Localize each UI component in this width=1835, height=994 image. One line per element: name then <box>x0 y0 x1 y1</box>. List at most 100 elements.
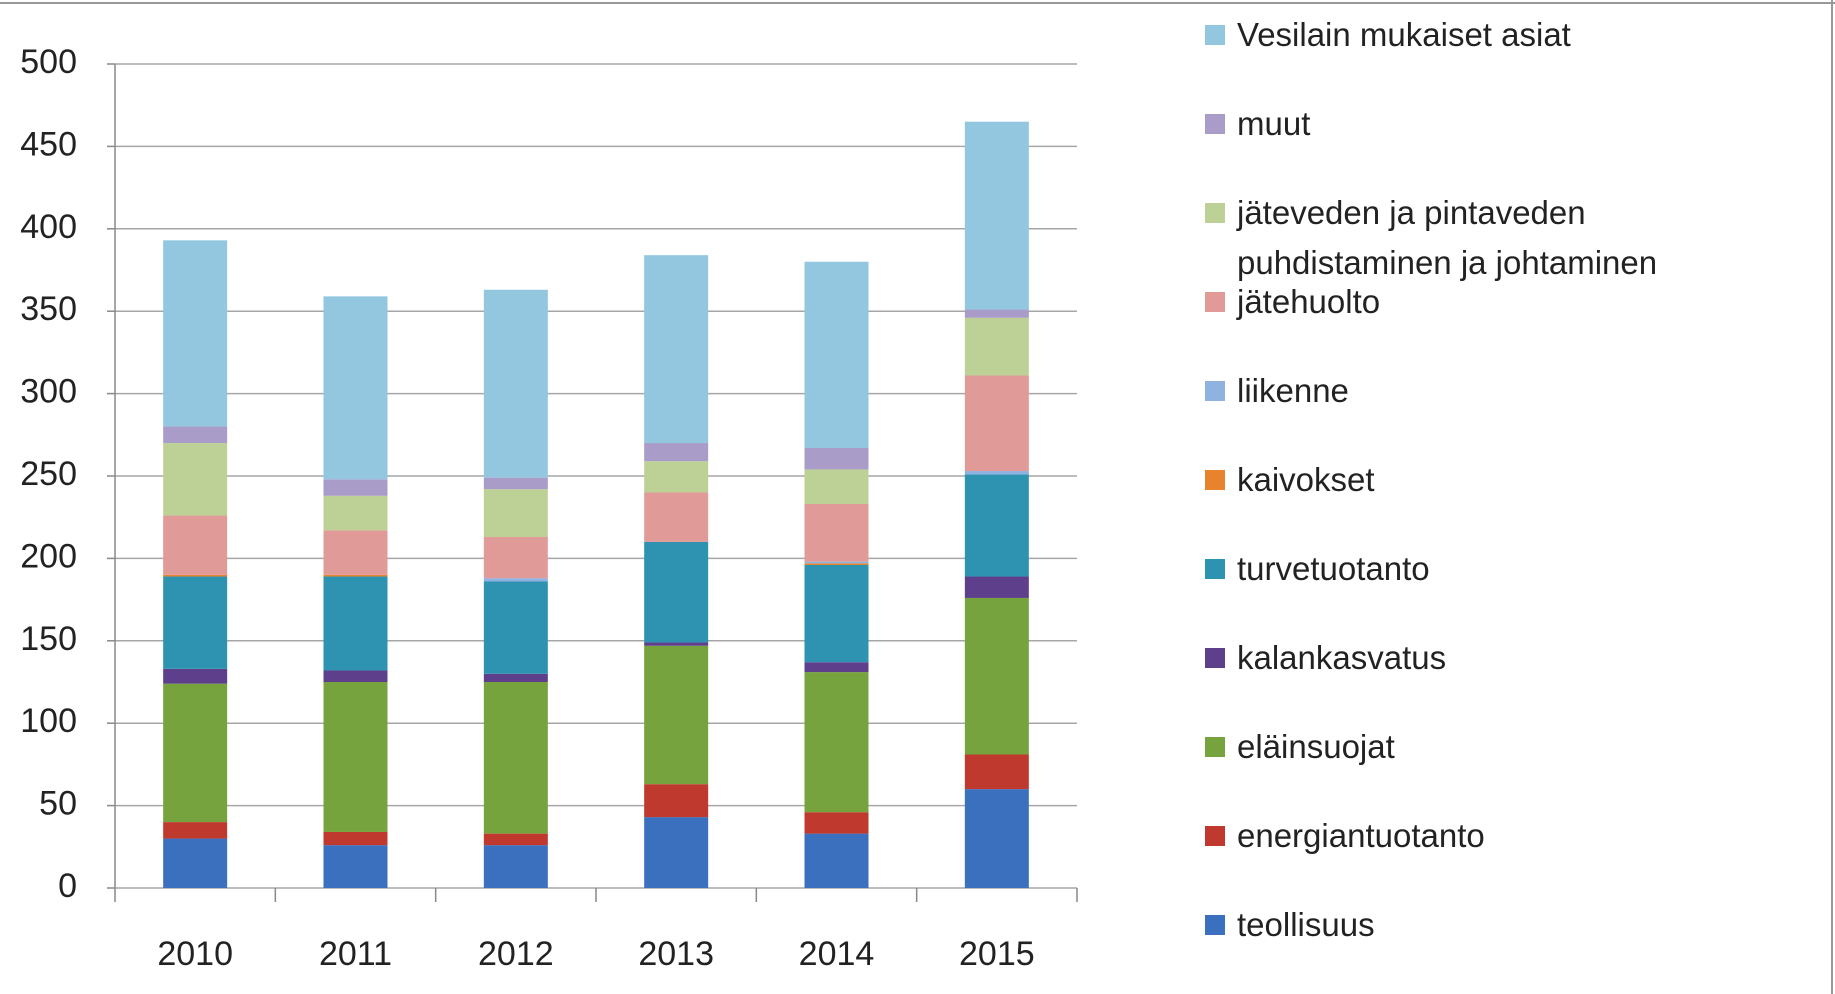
bar-segment <box>964 121 1029 310</box>
bar-segment <box>483 578 548 582</box>
bar-segment <box>964 576 1029 598</box>
y-tick-label: 200 <box>20 537 77 575</box>
legend-entry: energiantuotanto <box>1205 811 1745 861</box>
bar-segment <box>964 471 1029 475</box>
legend-entry: eläinsuojat <box>1205 722 1745 772</box>
legend-swatch <box>1205 292 1225 312</box>
bar-segment <box>323 682 388 832</box>
bar-segment <box>804 504 869 562</box>
bar-segment <box>644 541 709 643</box>
bar-segment <box>483 489 548 537</box>
legend-label: eläinsuojat <box>1237 728 1395 765</box>
x-tick-label: 2011 <box>319 935 392 973</box>
bar-segment <box>804 447 869 470</box>
bar-segment <box>163 576 228 669</box>
bar-segment <box>804 563 869 565</box>
bar-segment <box>483 833 548 846</box>
legend-entry: jätehuolto <box>1205 277 1745 327</box>
bar-segment <box>483 536 548 579</box>
bar-segment <box>483 477 548 490</box>
bar-segment <box>804 564 869 663</box>
y-tick-label: 250 <box>20 455 77 493</box>
y-tick-label: 100 <box>20 702 77 740</box>
y-tick-label: 0 <box>58 867 77 905</box>
bar-segment <box>644 461 709 493</box>
bar-segment <box>804 261 869 448</box>
bar-segment <box>804 812 869 834</box>
x-tick-label: 2012 <box>478 935 554 973</box>
legend-swatch <box>1205 826 1225 846</box>
bar-segment <box>644 492 709 542</box>
bar-segment <box>483 682 548 834</box>
bar-segment <box>323 831 388 846</box>
bar-segment <box>163 515 228 575</box>
legend-label: liikenne <box>1237 372 1349 409</box>
bar-segment <box>163 443 228 516</box>
bar-segment <box>163 426 228 444</box>
bar-segment <box>323 576 388 671</box>
y-tick-label: 150 <box>20 620 77 658</box>
bar-segment <box>323 845 388 888</box>
bar-segment <box>644 784 709 818</box>
legend-label: turvetuotanto <box>1237 550 1430 587</box>
legend-swatch <box>1205 381 1225 401</box>
bar-segment <box>964 309 1029 318</box>
bar-segment <box>163 240 228 427</box>
legend-entry: kaivokset <box>1205 455 1745 505</box>
legend-entry: turvetuotanto <box>1205 544 1745 594</box>
x-tick-label: 2015 <box>959 935 1035 973</box>
y-tick-label: 350 <box>20 290 77 328</box>
legend-swatch <box>1205 114 1225 134</box>
legend-label: energiantuotanto <box>1237 817 1485 854</box>
bar-segment <box>964 789 1029 888</box>
y-tick-label: 450 <box>20 125 77 163</box>
bar-segment <box>804 672 869 813</box>
bar-segment <box>804 833 869 888</box>
bar-segment <box>804 662 869 673</box>
bar-segment <box>323 530 388 575</box>
bar-segment <box>163 574 228 577</box>
bar-segment <box>163 668 228 684</box>
legend-swatch <box>1205 559 1225 579</box>
bar-segment <box>644 443 709 462</box>
legend-swatch <box>1205 25 1225 45</box>
legend-swatch <box>1205 915 1225 935</box>
x-tick-label: 2013 <box>638 935 714 973</box>
bar-segment <box>483 581 548 674</box>
legend-label: jätehuolto <box>1237 283 1381 320</box>
legend-label: kaivokset <box>1237 461 1375 498</box>
legend-swatch <box>1205 470 1225 490</box>
y-tick-label: 500 <box>20 43 77 81</box>
bar-segment <box>804 561 869 564</box>
bar-segment <box>323 495 388 531</box>
legend-swatch <box>1205 737 1225 757</box>
legend-entry: teollisuus <box>1205 900 1745 950</box>
bar-segment <box>644 645 709 785</box>
bar-segment <box>964 375 1029 472</box>
y-tick-label: 300 <box>20 373 77 411</box>
bar-segment <box>644 642 709 646</box>
legend-swatch <box>1205 203 1225 223</box>
x-tick-label: 2014 <box>799 935 875 973</box>
bar-segment <box>323 574 388 577</box>
bar-segment <box>804 469 869 505</box>
bar-segment <box>483 673 548 682</box>
bar-segment <box>644 817 709 888</box>
bar-segment <box>964 597 1029 755</box>
legend-entry: muut <box>1205 99 1745 149</box>
legend-label: Vesilain mukaiset asiat <box>1237 16 1571 53</box>
bar-segment <box>483 289 548 478</box>
bar-segment <box>964 754 1029 790</box>
bar-segment <box>163 838 228 888</box>
legend-label: kalankasvatus <box>1237 639 1447 676</box>
bar-segment <box>483 845 548 888</box>
legend-entry: liikenne <box>1205 366 1745 416</box>
bar-segment <box>964 474 1029 577</box>
bar-segment <box>163 822 228 839</box>
legend-label: teollisuus <box>1237 906 1375 943</box>
y-tick-label: 50 <box>39 785 77 823</box>
bar-segment <box>323 670 388 682</box>
bar-segment <box>323 296 388 480</box>
